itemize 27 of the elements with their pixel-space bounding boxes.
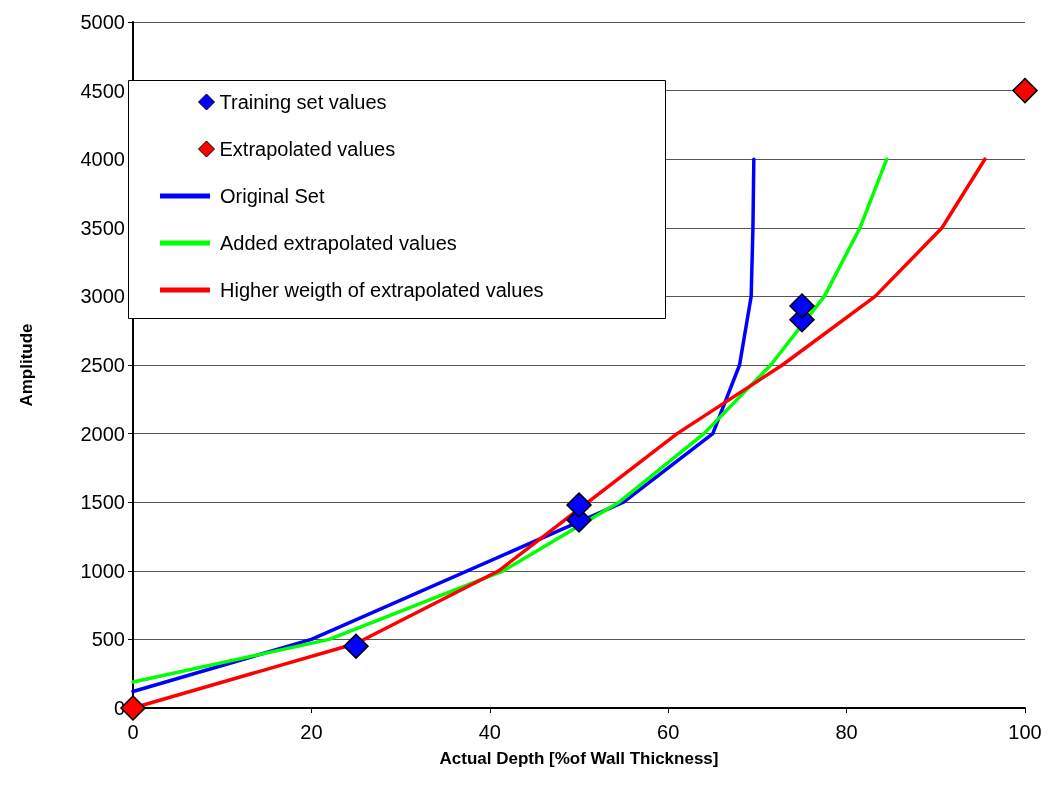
x-axis-title: Actual Depth [%of Wall Thickness] [439, 749, 719, 768]
y-tick-label: 4500 [80, 79, 125, 102]
legend-label: Training set values [219, 91, 387, 113]
y-tick-label: 2500 [80, 354, 125, 376]
y-tick-label: 4000 [80, 148, 125, 171]
x-tick-label: 80 [835, 721, 858, 743]
y-tick-label: 1500 [80, 491, 125, 514]
y-axis-title: Amplitude [17, 323, 36, 407]
x-tick-label: 60 [657, 721, 680, 743]
legend-label: Added extrapolated values [220, 232, 457, 254]
x-tick-label: 20 [300, 721, 323, 743]
y-tick-label: 3000 [80, 285, 125, 308]
y-tick-label: 500 [91, 628, 125, 651]
point [1012, 77, 1038, 104]
point [343, 633, 369, 660]
x-tick-label: 0 [127, 721, 139, 743]
y-tick-label: 2000 [80, 422, 125, 445]
y-tick-label: 5000 [80, 11, 125, 33]
legend-label: Extrapolated values [219, 138, 396, 160]
y-tick-label: 1000 [80, 559, 125, 582]
point [566, 492, 592, 518]
y-tick-label: 3500 [80, 216, 125, 239]
x-tick-label: 100 [1008, 721, 1042, 743]
point [789, 293, 815, 319]
legend-label: Original Set [220, 185, 325, 207]
x-tick-label: 40 [478, 721, 501, 743]
legend-label: Higher weigth of extrapolated values [220, 279, 544, 301]
